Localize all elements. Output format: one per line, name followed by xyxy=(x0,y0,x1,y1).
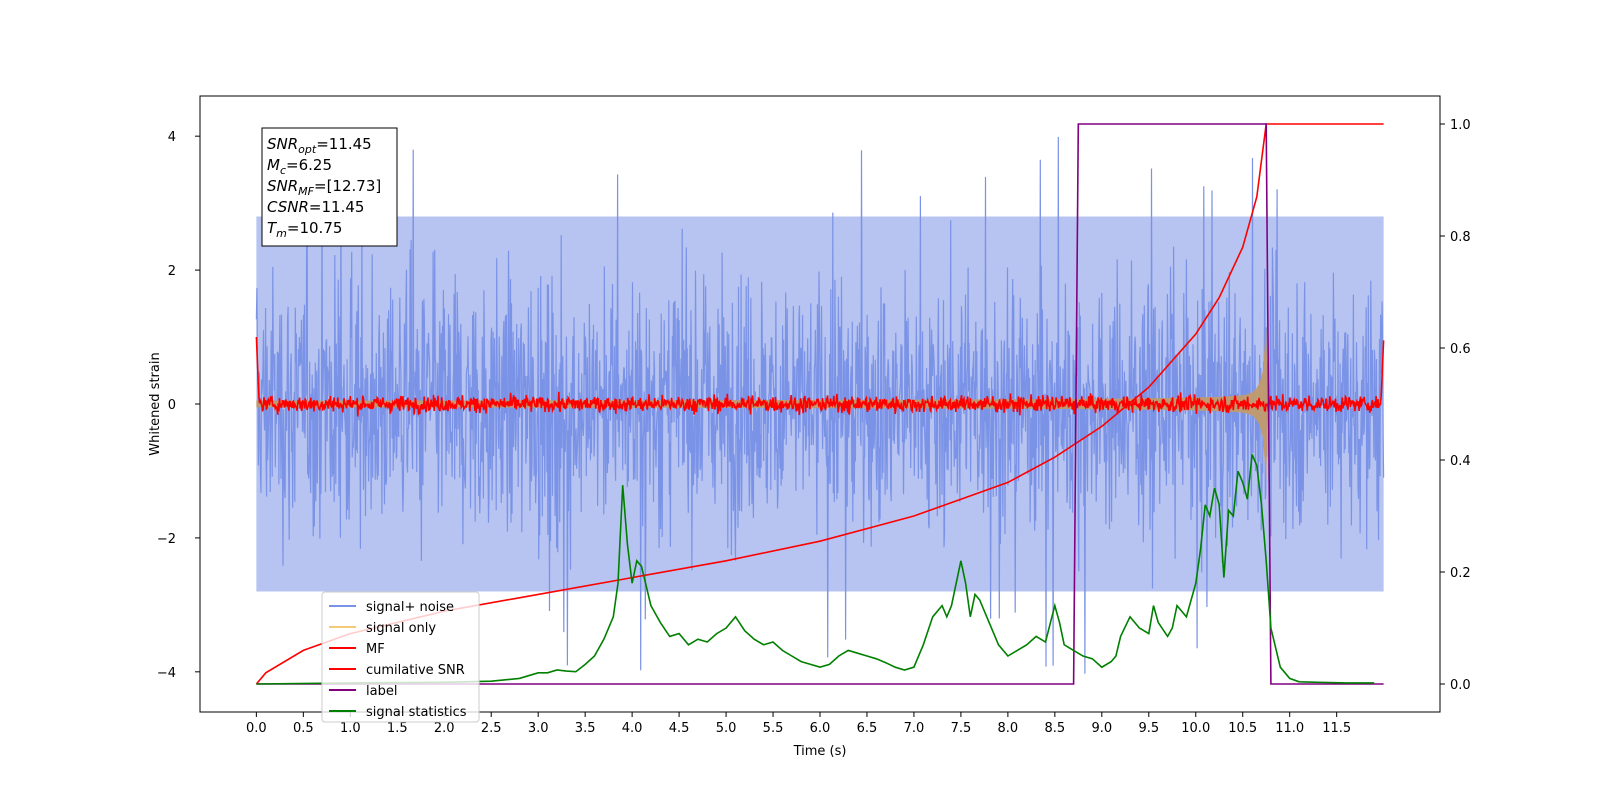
info-box: SNRopt=11.45Mc=6.25SNRMF=[12.73]CSNR=11.… xyxy=(261,127,398,247)
y-axis-right: 1.0 0.8 0.6 0.4 0.2 0.0 xyxy=(1440,118,1471,693)
info-value: =11.45 xyxy=(309,198,365,216)
info-subscript: MF xyxy=(298,185,314,198)
series-line-signal-statistics xyxy=(256,454,1375,685)
y-tick-label-left: 2 xyxy=(168,264,176,279)
x-tick-label: 11.0 xyxy=(1275,721,1304,736)
x-tick-label: 10.5 xyxy=(1228,721,1257,736)
legend-label: signal+ noise xyxy=(366,600,454,615)
x-axis: 0.0 0.5 1.0 1.5 2.0 2.5 3.0 3.5 4.0 4.5 5.0 5.5 6.0 6… xyxy=(246,712,1351,736)
y-tick-label-right: 1.0 xyxy=(1450,118,1471,133)
y-tick-label-left: 0 xyxy=(168,398,176,413)
info-symbol: SNR xyxy=(267,177,298,195)
x-tick-label: 6.0 xyxy=(810,721,831,736)
x-tick-label: 0.5 xyxy=(293,721,314,736)
x-tick-label: 9.5 xyxy=(1138,721,1159,736)
x-tick-label: 1.0 xyxy=(340,721,361,736)
y-tick-label-right: 0.0 xyxy=(1450,678,1471,693)
x-tick-label: 4.5 xyxy=(669,721,690,736)
x-tick-label: 8.0 xyxy=(998,721,1019,736)
y-tick-label-right: 0.8 xyxy=(1450,230,1471,245)
x-tick-label: 3.0 xyxy=(528,721,549,736)
info-symbol: M xyxy=(267,156,280,174)
y-tick-label-left: −2 xyxy=(157,532,176,547)
info-box-line: Tm=10.75 xyxy=(267,219,342,240)
info-box-line: SNRMF=[12.73] xyxy=(267,177,381,198)
y-tick-label-left: −4 xyxy=(157,666,176,681)
y-tick-label-right: 0.6 xyxy=(1450,342,1471,357)
y-tick-label-right: 0.4 xyxy=(1450,454,1471,469)
info-box-frame xyxy=(261,127,398,247)
info-symbol: CSNR xyxy=(267,198,309,216)
info-subscript: m xyxy=(276,227,287,240)
info-symbol: T xyxy=(267,219,278,237)
x-tick-label: 8.5 xyxy=(1045,721,1066,736)
x-tick-label: 9.0 xyxy=(1091,721,1112,736)
info-subscript: c xyxy=(280,164,286,177)
legend-label: cumilative SNR xyxy=(366,663,465,678)
x-tick-label: 6.5 xyxy=(857,721,878,736)
x-tick-label: 3.5 xyxy=(575,721,596,736)
x-tick-label: 10.0 xyxy=(1181,721,1210,736)
plot-area xyxy=(255,123,1385,685)
info-box-line: SNRopt=11.45 xyxy=(267,135,372,156)
legend-label: label xyxy=(366,684,397,699)
series-line-mf xyxy=(255,336,1385,417)
x-tick-label: 4.0 xyxy=(622,721,643,736)
x-tick-label: 5.0 xyxy=(716,721,737,736)
info-subscript: opt xyxy=(298,143,317,156)
x-tick-label: 2.0 xyxy=(434,721,455,736)
y-tick-label-left: 4 xyxy=(168,130,176,145)
info-symbol: SNR xyxy=(267,135,298,153)
info-value: =10.75 xyxy=(287,219,343,237)
info-value: =[12.73] xyxy=(314,177,381,195)
y-tick-label-right: 0.2 xyxy=(1450,566,1471,581)
x-tick-label: 5.5 xyxy=(763,721,784,736)
legend: signal+ noise signal only MF cumilative SNR… xyxy=(321,591,480,723)
legend-frame xyxy=(321,591,480,723)
series-line-label xyxy=(256,123,1384,685)
x-tick-label: 1.5 xyxy=(387,721,408,736)
x-tick-label: 0.0 xyxy=(246,721,267,736)
x-tick-label: 11.5 xyxy=(1322,721,1351,736)
legend-label: signal only xyxy=(366,621,436,636)
y-axis-left: 4 2 0 −2 −4 xyxy=(157,130,200,681)
info-value: =11.45 xyxy=(316,135,372,153)
x-axis-label: Time (s) xyxy=(793,744,847,759)
x-tick-label: 2.5 xyxy=(481,721,502,736)
info-value: =6.25 xyxy=(286,156,332,174)
x-tick-label: 7.5 xyxy=(951,721,972,736)
x-tick-label: 7.0 xyxy=(904,721,925,736)
y-axis-label: Whitened strain xyxy=(148,352,163,455)
info-box-line: Mc=6.25 xyxy=(267,156,332,177)
legend-label: signal statistics xyxy=(366,705,467,720)
info-box-line: CSNR=11.45 xyxy=(267,198,364,216)
legend-label: MF xyxy=(366,642,385,657)
